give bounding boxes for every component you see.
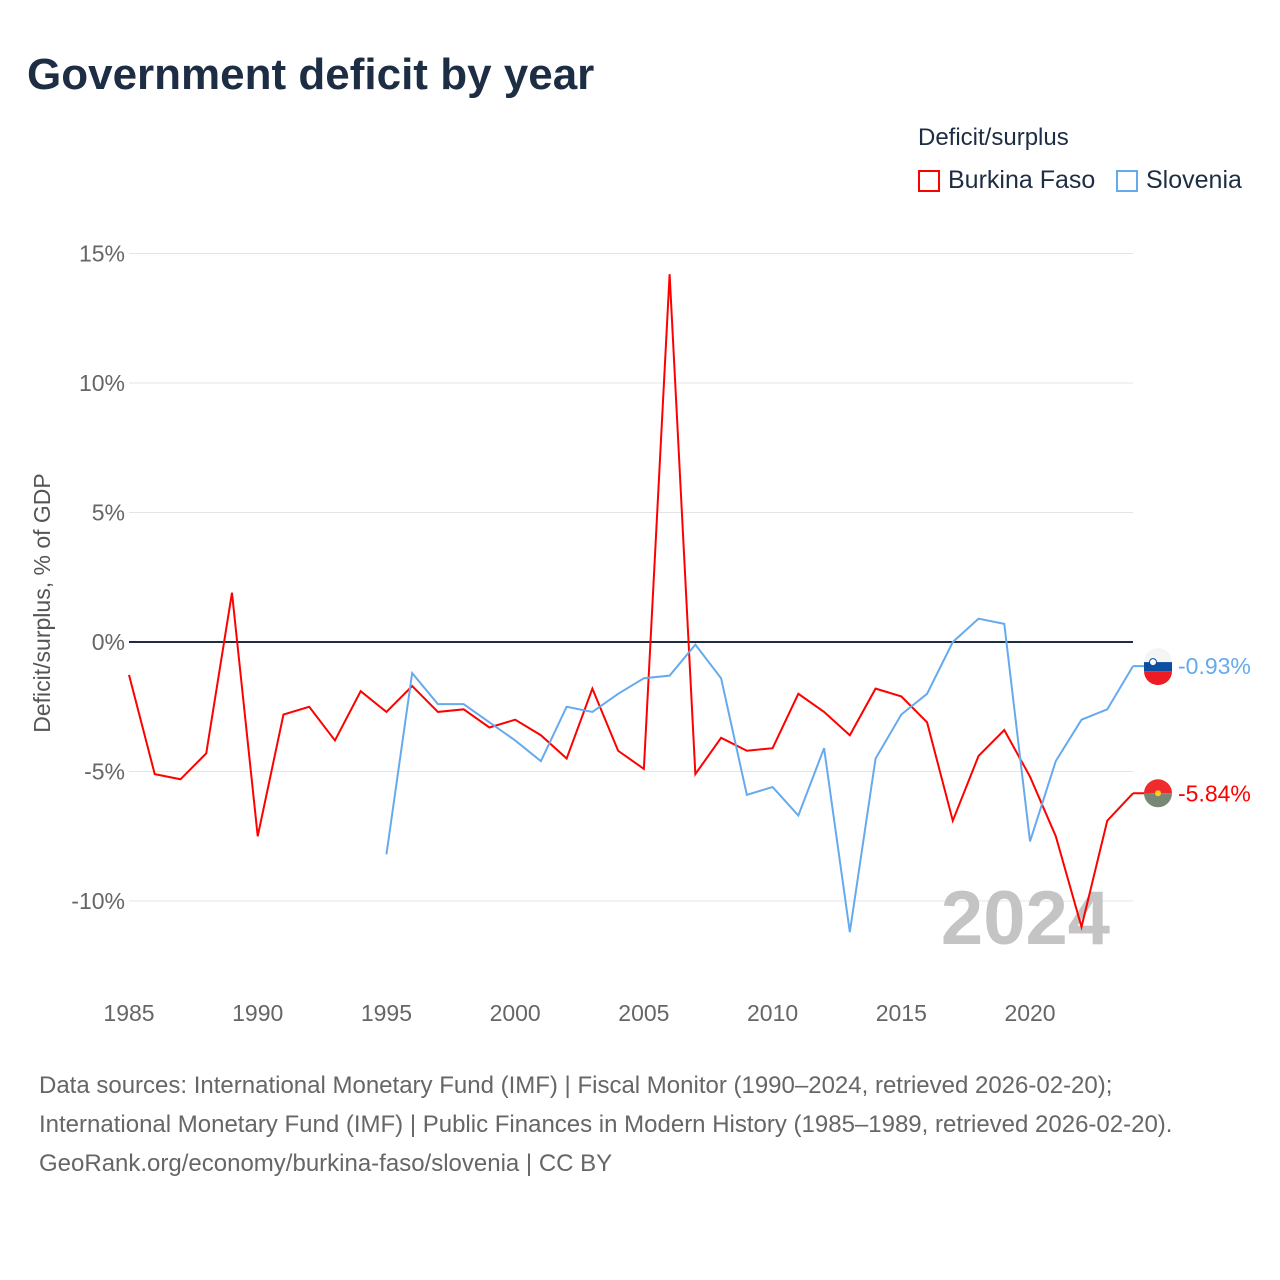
footer: Data sources: International Monetary Fun… [39, 1066, 1239, 1183]
x-tick-label: 2010 [747, 1000, 798, 1026]
x-tick-label: 2020 [1004, 1000, 1055, 1026]
credit-link[interactable]: GeoRank.org/economy/burkina-faso/sloveni… [39, 1150, 613, 1177]
legend-swatch-slovenia [1116, 169, 1138, 192]
data-sources: Data sources: International Monetary Fun… [39, 1072, 1173, 1138]
series-line-burkina-faso [128, 274, 1134, 931]
y-tick-label: 0% [92, 629, 125, 655]
end-value-label: -5.84% [1178, 780, 1251, 806]
x-tick-label: 2005 [618, 1000, 669, 1026]
legend-swatch-burkina-faso [918, 169, 940, 192]
year-watermark: 2024 [941, 876, 1110, 961]
series-line-slovenia [385, 617, 1134, 933]
y-tick-label: 10% [79, 370, 125, 396]
y-tick-label: 5% [92, 500, 125, 526]
x-tick-label: 1985 [103, 1000, 154, 1026]
legend-item-burkina-faso[interactable]: Burkina Faso [918, 166, 1095, 195]
legend-title: Deficit/surplus [918, 124, 1069, 151]
x-tick-label: 1990 [232, 1000, 283, 1026]
burkina-faso-flag-icon [1144, 779, 1172, 808]
y-axis-label: Deficit/surplus, % of GDP [29, 473, 55, 732]
legend-label: Burkina Faso [948, 166, 1096, 194]
x-tick-label: 2015 [876, 1000, 927, 1026]
legend-item-slovenia[interactable]: Slovenia [1116, 166, 1242, 195]
end-value-label: -0.93% [1178, 653, 1251, 679]
legend-label: Slovenia [1146, 166, 1242, 194]
y-tick-label: -5% [84, 759, 125, 785]
x-tick-label: 2000 [490, 1000, 541, 1026]
slovenia-flag-icon [1144, 648, 1172, 686]
x-tick-label: 1995 [361, 1000, 412, 1026]
y-tick-label: -10% [71, 888, 125, 914]
y-tick-label: 15% [79, 241, 125, 267]
chart-title: Government deficit by year [27, 50, 595, 99]
